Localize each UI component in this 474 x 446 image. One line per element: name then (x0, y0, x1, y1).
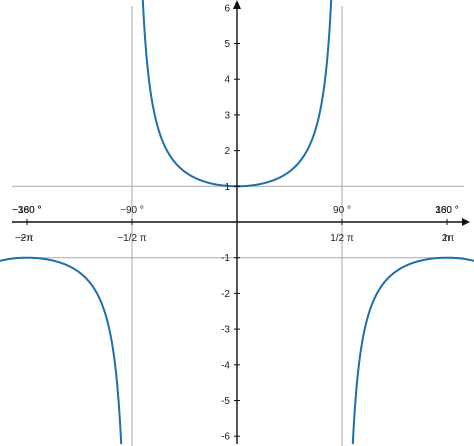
x-radian-tick-label: 1/2 π (330, 233, 354, 244)
x-degree-tick-label: −360 ° (12, 205, 41, 216)
x-radian-tick-label: −2π (15, 233, 33, 244)
x-degree-tick-label: −90 ° (120, 205, 144, 216)
y-tick-label: -4 (221, 360, 230, 371)
secant-branch-curve (351, 256, 474, 445)
y-axis-arrow (233, 0, 241, 9)
secant-branch-curve (0, 256, 123, 445)
x-degree-tick-label: −180 ° (12, 205, 41, 216)
axes (12, 0, 470, 444)
x-radian-tick-label: −π (21, 233, 34, 244)
y-tick-label: 4 (224, 75, 230, 86)
x-degree-tick-label: 90 ° (333, 205, 351, 216)
y-tick-label: -6 (221, 432, 230, 443)
x-radian-tick-label: 2π (442, 233, 455, 244)
x-degree-tick-label: 180 ° (435, 205, 458, 216)
y-tick-label: -5 (221, 396, 230, 407)
x-radian-tick-label: π (444, 233, 451, 244)
y-tick-label: 1 (224, 182, 230, 193)
y-tick-label: 2 (224, 146, 230, 157)
x-radian-tick-label: −1/2 π (117, 233, 147, 244)
y-tick-label: 5 (224, 39, 230, 50)
y-tick-label: -2 (221, 289, 230, 300)
y-tick-label: 6 (224, 3, 230, 14)
y-tick-label: -1 (221, 253, 230, 264)
x-axis-arrow (462, 218, 470, 226)
x-degree-tick-label: 360 ° (435, 205, 458, 216)
y-tick-label: 3 (224, 110, 230, 121)
y-tick-label: -3 (221, 325, 230, 336)
